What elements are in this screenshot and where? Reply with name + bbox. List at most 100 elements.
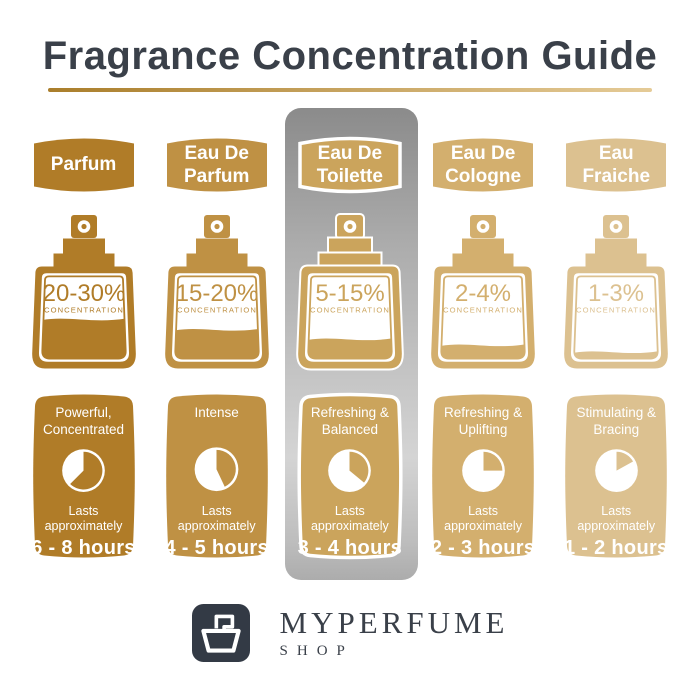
clock-icon (328, 448, 372, 492)
banner-label-line: Toilette (316, 166, 383, 187)
bottle-shoulder (186, 253, 248, 267)
banner-label-line: Cologne (445, 166, 522, 187)
banner-label-line: Eau De (450, 142, 516, 164)
bottle-collar (462, 238, 505, 254)
lasts-label: Lasts approximately (444, 504, 522, 535)
card-text: Refreshing & Uplifting Lasts approximate… (430, 392, 536, 560)
fragrance-name-banner: Eau Fraiche (563, 132, 669, 198)
banner-shape-icon (298, 136, 402, 194)
concentration-label: CONCENTRATION (44, 306, 124, 315)
lasts-label-line: Lasts (601, 503, 632, 518)
clock-wedge (216, 450, 237, 488)
fragrance-name-banner: Eau De Parfum (164, 132, 270, 198)
banner-text: Parfum (31, 132, 137, 198)
concentration-value: 20-30% (42, 280, 125, 307)
duration-value: 2 - 3 hours (430, 537, 536, 559)
character-label: Intense (195, 404, 239, 437)
title-underline (48, 88, 652, 92)
perfume-bottle-icon: 20-30% CONCENTRATION (31, 215, 136, 369)
clock-wedge (70, 451, 103, 490)
concentration-label: CONCENTRATION (177, 306, 257, 315)
banner-text: Eau De Toilette (297, 132, 403, 198)
liquid-fill (41, 317, 126, 359)
character-label-line: Balanced (321, 422, 379, 438)
bottle-cap-glyph (214, 614, 234, 633)
banner-label-line: Parfum (50, 154, 117, 176)
clock-wedge (616, 451, 633, 471)
concentration-value: 15-20% (175, 280, 258, 307)
character-label-line: Intense (194, 405, 239, 420)
banner-text: Eau De Cologne (430, 132, 536, 198)
duration-card: Stimulating & Bracing Lasts approximatel… (563, 392, 669, 560)
banner-shape-icon (566, 138, 667, 192)
clock-icon (62, 448, 105, 492)
lasts-label-line: approximately (577, 519, 656, 534)
lasts-label-line: approximately (177, 519, 256, 534)
fragrance-column: Eau De Toilette 5-15% CONCENTRATION (283, 0, 416, 584)
fragrance-column: Eau De Parfum 15-20% CONCENTRATION (150, 0, 283, 584)
banner-shape-icon (166, 138, 267, 192)
clock-wedge (483, 451, 502, 471)
nozzle-dot (214, 223, 220, 230)
banner-label-line: Eau (598, 142, 634, 164)
brand-block: MYPERFUME SHOP (280, 607, 509, 660)
clock-icon (461, 448, 505, 492)
fragrance-name-banner: Eau De Toilette (297, 132, 403, 198)
lasts-label-line: approximately (444, 519, 522, 534)
banner-label-line: Eau De (317, 142, 383, 164)
liquid-fill (574, 349, 658, 359)
bottle-bowl-glyph (200, 628, 241, 653)
lasts-label: Lasts approximately (45, 504, 123, 535)
fragrance-column: Eau De Cologne 2-4% CONCENTRATION (417, 0, 550, 584)
banner-label-line: Eau De (184, 142, 249, 164)
bottle-collar (595, 238, 638, 254)
clock-icon (194, 447, 239, 492)
concentration-label: CONCENTRATION (576, 306, 656, 315)
bottle-collar (195, 238, 238, 254)
fragrance-name-banner: Eau De Cologne (430, 132, 536, 198)
character-label-line: Powerful, (55, 405, 112, 420)
columns-row: Parfum 20-30% CONCENTRATION (17, 0, 683, 584)
character-label: Stimulating & Bracing (576, 404, 656, 439)
card-text: Powerful, Concentrated Lasts approximate… (31, 392, 137, 560)
character-label: Refreshing & Uplifting (444, 404, 522, 439)
nozzle-dot (613, 223, 619, 230)
bottle-interior (571, 273, 662, 362)
brand-name: MYPERFUME (279, 604, 509, 640)
character-label: Refreshing & Balanced (311, 404, 389, 439)
lasts-label-line: approximately (310, 519, 389, 534)
fragrance-column: Parfum 20-30% CONCENTRATION (17, 0, 150, 584)
lasts-label-line: Lasts (468, 503, 498, 518)
banner-label-line: Fraiche (582, 166, 651, 187)
bottle-interior (438, 273, 529, 362)
brand-sub: SHOP (279, 642, 354, 659)
duration-value: 3 - 4 hours (297, 537, 403, 559)
duration-card: Refreshing & Uplifting Lasts approximate… (430, 392, 536, 560)
duration-value: 6 - 8 hours (31, 537, 136, 559)
concentration-label: CONCENTRATION (310, 306, 390, 315)
perfume-bottle-icon: 2-4% CONCENTRATION (431, 215, 535, 369)
footer: MYPERFUME SHOP (0, 604, 700, 662)
shop-logo-icon (191, 604, 250, 662)
duration-card: Refreshing & Balanced Lasts approximatel… (297, 392, 403, 560)
lasts-label: Lasts approximately (577, 504, 655, 535)
perfume-bottle-icon: 15-20% CONCENTRATION (164, 215, 269, 369)
header: Fragrance Concentration Guide (0, 0, 700, 92)
banner-shape-icon (433, 138, 534, 192)
lasts-label-line: Lasts (68, 503, 99, 518)
fragrance-name-banner: Parfum (31, 132, 137, 198)
concentration-value: 2-4% (455, 280, 511, 307)
character-label-line: Refreshing & (310, 405, 389, 420)
liquid-fill (308, 336, 392, 359)
duration-card: Intense Lasts approximately 4 - 5 hours (164, 392, 270, 560)
duration-value: 1 - 2 hours (564, 537, 669, 559)
bottle-shoulder (452, 253, 514, 267)
perfume-bottle-icon: 5-15% CONCENTRATION (296, 213, 404, 371)
card-text: Intense Lasts approximately 4 - 5 hours (164, 392, 270, 560)
fragrance-column: Eau Fraiche 1-3% CONCENTRATION (550, 0, 683, 584)
card-text: Stimulating & Bracing Lasts approximatel… (563, 392, 669, 560)
clock-wedge (349, 451, 369, 483)
bottle-collar (62, 238, 105, 254)
concentration-label: CONCENTRATION (443, 306, 523, 315)
